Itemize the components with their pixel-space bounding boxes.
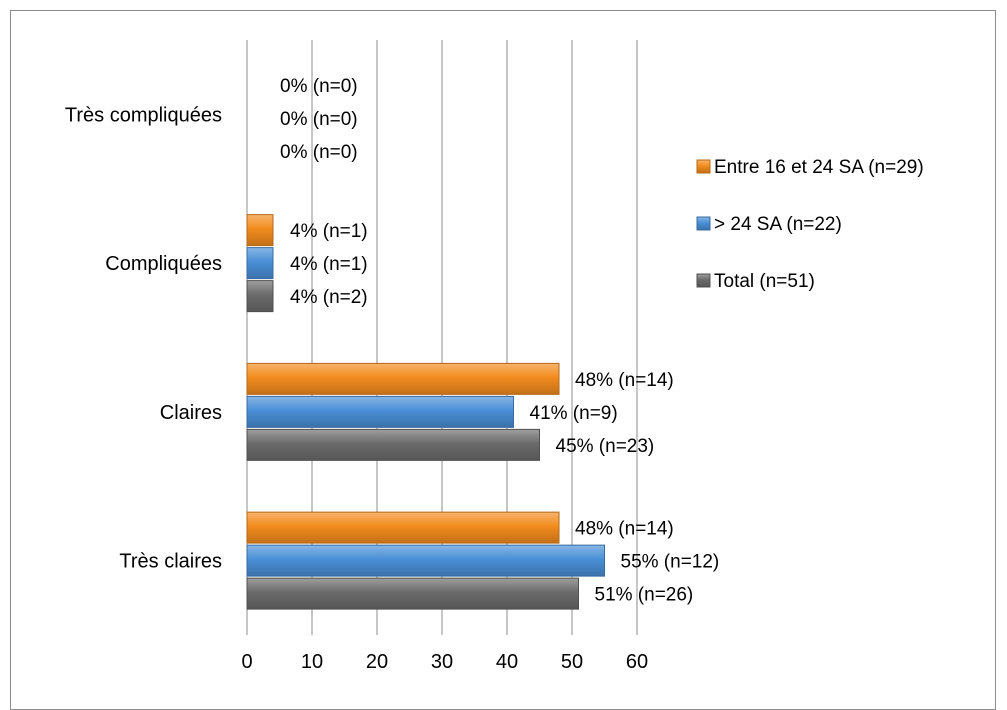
bar-gt-24: [246, 247, 274, 280]
category-label: Très claires: [119, 551, 222, 573]
data-label: 0% (n=0): [280, 109, 358, 130]
data-label: 48% (n=14): [575, 370, 674, 391]
data-label: 48% (n=14): [575, 519, 674, 540]
category-label: Compliquées: [105, 253, 222, 275]
data-label: 4% (n=1): [290, 254, 368, 275]
bar-total: [246, 577, 579, 610]
x-tick-label: 0: [241, 651, 252, 673]
bar-chart: 0 10 20 30 40 50 60 Très compliquées 0% (n=0) 0% …: [65, 40, 924, 673]
bar-entre-16-24: [246, 362, 560, 395]
bar-gt-24: [246, 544, 605, 577]
legend-label: Total (n=51): [714, 271, 815, 292]
bar-total: [246, 280, 274, 313]
data-label: 0% (n=0): [280, 142, 358, 163]
data-label: 45% (n=23): [556, 436, 655, 457]
legend-swatch: [696, 273, 711, 288]
category-label: Très compliquées: [65, 104, 222, 126]
bar-gt-24: [246, 395, 514, 428]
bar-total: [246, 428, 540, 461]
x-tick-label: 20: [366, 651, 388, 673]
x-tick-label: 30: [431, 651, 453, 673]
bar-entre-16-24: [246, 511, 560, 544]
data-label: 4% (n=1): [290, 221, 368, 242]
data-label: 0% (n=0): [280, 76, 358, 97]
x-tick-label: 10: [301, 651, 323, 673]
data-label: 41% (n=9): [530, 403, 618, 424]
legend-swatch: [696, 159, 711, 174]
x-tick-label: 50: [561, 651, 583, 673]
legend-label: > 24 SA (n=22): [714, 214, 842, 235]
x-tick-label: 40: [496, 651, 518, 673]
legend-label: Entre 16 et 24 SA (n=29): [714, 157, 924, 178]
bar-entre-16-24: [246, 214, 274, 247]
data-label: 51% (n=26): [595, 585, 694, 606]
legend-swatch: [696, 216, 711, 231]
x-tick-label: 60: [626, 651, 648, 673]
data-label: 4% (n=2): [290, 287, 368, 308]
category-label: Claires: [160, 402, 222, 424]
data-label: 55% (n=12): [621, 552, 720, 573]
